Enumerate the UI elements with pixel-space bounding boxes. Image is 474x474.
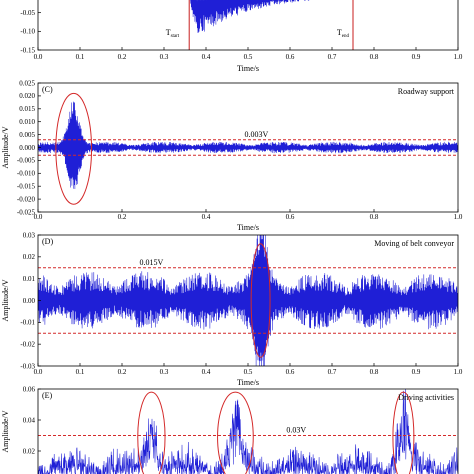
y-tick-label: 0.03 (23, 231, 36, 239)
y-tick-label: -0.15 (20, 46, 35, 54)
x-tick-label: 0.2 (118, 368, 127, 376)
chart-panel-1: 0.025 0.020 0.015 0.010 0.005 0.000 -0.005 -0.0… (1, 79, 463, 232)
y-tick-label: 0.04 (23, 416, 36, 424)
y-tick-label: -0.05 (20, 9, 35, 17)
x-tick-label: 0.0 (34, 213, 43, 221)
y-tick-label: 0.025 (19, 79, 35, 87)
x-tick-label: 1.0 (454, 368, 463, 376)
x-tick-label: 0.5 (244, 53, 253, 61)
marker-label-end: Tend (337, 28, 350, 39)
chart-panel-0: Tstart Tend -0.05 -0.10 -0.150.0 0.1 0.2 0.3 0.4… (20, 0, 463, 73)
y-axis-label: Amplitude/V (1, 126, 10, 168)
plot-frame (37, 388, 459, 474)
panel-id: (E) (42, 391, 53, 400)
x-tick-label: 0.0 (34, 53, 43, 61)
highlight-ellipse-2 (392, 391, 415, 474)
x-tick-label: 0.4 (202, 368, 211, 376)
x-tick-label: 0.7 (328, 53, 337, 61)
y-tick-label: 0.02 (23, 447, 36, 455)
y-tick-label: 0.015 (19, 105, 35, 113)
y-axis-label: Amplitude/V (1, 279, 10, 321)
signal-series-2 (38, 235, 458, 366)
signal-series-3 (38, 389, 458, 474)
marker-label-start: Tstart (166, 28, 180, 39)
y-tick-label: -0.01 (20, 319, 35, 327)
panel-id: (D) (42, 237, 53, 246)
y-axis-label: Amplitude/V (1, 410, 10, 452)
y-tick-label: -0.020 (17, 195, 36, 203)
threshold-label: 0.015V (140, 258, 164, 267)
chart-panel-2: 0.03 0.02 0.01 0.00 -0.01 -0.02 -0.030.0 0.1 0.2… (1, 231, 463, 387)
panel-id: (C) (42, 85, 53, 94)
x-tick-label: 0.8 (370, 53, 379, 61)
x-axis-label: Time/s (237, 64, 259, 73)
x-tick-label: 0.2 (118, 213, 127, 221)
x-tick-label: 0.5 (244, 368, 253, 376)
x-tick-label: 0.6 (286, 213, 295, 221)
x-tick-label: 0.1 (76, 53, 85, 61)
y-tick-label: 0.000 (19, 144, 35, 152)
y-tick-label: -0.010 (17, 170, 36, 178)
y-tick-label: 0.020 (19, 92, 35, 100)
x-tick-label: 0.3 (160, 53, 169, 61)
signal-series-0 (189, 0, 310, 33)
y-tick-label: -0.10 (20, 28, 35, 36)
threshold-label: 0.03V (286, 426, 306, 435)
signal-series-1 (38, 101, 458, 190)
x-tick-label: 0.1 (76, 368, 85, 376)
chart-panel-3: 0.06 0.04 0.02 Amplitude/V (E) Driving activi… (1, 385, 459, 474)
plot-frame (37, 0, 459, 51)
highlight-ellipse-0 (137, 391, 166, 474)
y-tick-label: 0.00 (23, 297, 36, 305)
highlight-ellipse-0 (55, 92, 93, 205)
x-tick-label: 1.0 (454, 213, 463, 221)
x-tick-label: 0.0 (34, 368, 43, 376)
x-tick-label: 0.2 (118, 53, 127, 61)
x-tick-label: 0.4 (202, 53, 211, 61)
y-tick-label: 0.010 (19, 118, 35, 126)
x-tick-label: 0.9 (412, 368, 421, 376)
panel-title: Moving of belt conveyor (374, 239, 454, 248)
x-tick-label: 0.3 (160, 368, 169, 376)
x-tick-label: 0.7 (328, 368, 337, 376)
y-tick-label: -0.03 (20, 362, 35, 370)
x-tick-label: 0.6 (286, 53, 295, 61)
y-tick-label: -0.015 (17, 183, 36, 191)
threshold-label: 0.003V (245, 130, 269, 139)
panel-title: Driving activities (398, 393, 454, 402)
x-axis-label: Time/s (237, 223, 259, 232)
y-tick-label: 0.01 (23, 275, 36, 283)
panel-title: Roadway support (398, 87, 455, 96)
y-tick-label: -0.02 (20, 340, 35, 348)
x-axis-label: Time/s (237, 378, 259, 387)
highlight-ellipse-1 (217, 391, 254, 474)
x-tick-label: 0.4 (202, 213, 211, 221)
y-tick-label: 0.005 (19, 131, 35, 139)
y-tick-label: -0.025 (17, 208, 36, 216)
y-tick-label: -0.005 (17, 157, 36, 165)
highlight-ellipse-0 (250, 243, 271, 358)
x-tick-label: 1.0 (454, 53, 463, 61)
y-tick-label: 0.06 (23, 385, 36, 393)
x-tick-label: 0.8 (370, 213, 379, 221)
y-tick-label: 0.02 (23, 253, 36, 261)
x-tick-label: 0.8 (370, 368, 379, 376)
x-tick-label: 0.6 (286, 368, 295, 376)
x-tick-label: 0.9 (412, 53, 421, 61)
